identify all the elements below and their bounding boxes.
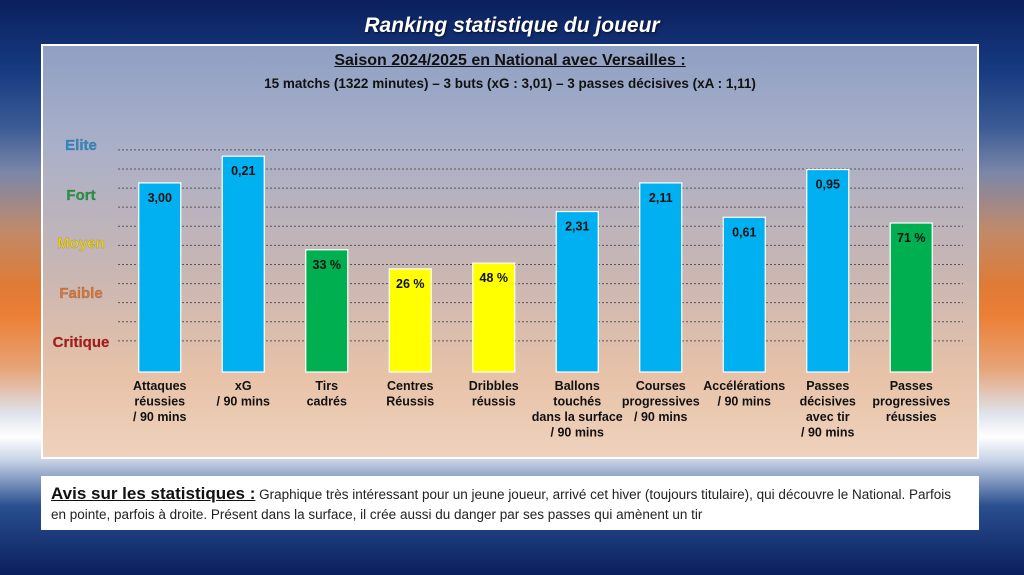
category-label-0: Attaques réussies/ 90 mins [133, 379, 187, 424]
bar-0 [138, 182, 182, 373]
chart-subtitle: 15 matchs (1322 minutes) – 3 buts (xG : … [264, 76, 756, 91]
data-label-2: 33 % [313, 258, 342, 272]
level-label-elite: Elite [65, 137, 97, 154]
data-label-1: 0,21 [231, 164, 255, 178]
comment-box: Avis sur les statistiques : Graphique tr… [41, 476, 979, 530]
data-label-3: 26 % [396, 277, 425, 291]
category-label-3: Centres Réussis [386, 379, 434, 409]
comment-heading: Avis sur les statistiques : [51, 484, 256, 503]
bar-4 [472, 262, 516, 373]
bar-9 [889, 222, 933, 373]
category-label-4: Dribbles réussis [469, 379, 519, 409]
bar-3 [388, 268, 432, 373]
level-label-fort: Fort [66, 187, 95, 204]
page-title: Ranking statistique du joueur [364, 14, 660, 37]
category-label-7: Accélérations/ 90 mins [703, 379, 785, 409]
level-label-critique: Critique [53, 334, 110, 351]
bar-chart: Elite Fort Moyen Faible Critique 3,00 0,21 33 … [52, 137, 963, 440]
data-label-7: 0,61 [732, 225, 756, 239]
level-label-faible: Faible [59, 285, 102, 302]
data-label-9: 71 % [897, 231, 926, 245]
bar-7 [722, 216, 766, 373]
data-label-6: 2,11 [649, 191, 673, 205]
level-label-moyen: Moyen [57, 235, 105, 252]
category-label-6: Courses progressives/ 90 mins [622, 379, 700, 424]
data-label-4: 48 % [480, 271, 509, 285]
category-label-8: Passes décisives avec tir/ 90 mins [800, 379, 856, 440]
category-label-1: xG/ 90 mins [217, 379, 271, 409]
category-label-9: Passes progressives réussies [872, 379, 950, 424]
bar-8 [806, 168, 850, 373]
bar-1 [221, 155, 265, 373]
bar-5 [555, 210, 599, 373]
category-label-2: Tirs cadrés [307, 379, 347, 409]
category-label-5: Ballons touchés dans la surface/ 90 mins [532, 379, 623, 440]
bar-2 [305, 249, 349, 373]
data-label-0: 3,00 [148, 191, 172, 205]
chart-title: Saison 2024/2025 en National avec Versai… [334, 52, 686, 69]
data-label-5: 2,31 [565, 220, 589, 234]
chart-panel: Saison 2024/2025 en National avec Versai… [41, 44, 979, 459]
comment-text: Graphique très intéressant pour un jeune… [51, 487, 952, 522]
data-label-8: 0,95 [816, 178, 840, 192]
bar-6 [639, 182, 683, 373]
